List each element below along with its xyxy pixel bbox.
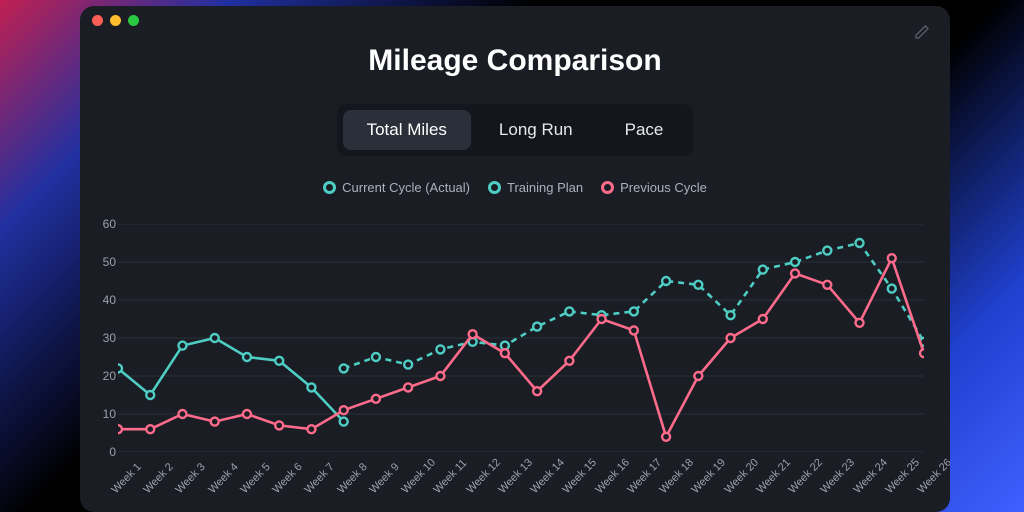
legend-item: Current Cycle (Actual) bbox=[323, 180, 470, 195]
ytick-label: 60 bbox=[103, 217, 116, 231]
ytick-label: 30 bbox=[103, 331, 116, 345]
xtick-label: Week 9 bbox=[367, 461, 401, 496]
xtick-label: Week 2 bbox=[142, 461, 176, 496]
ytick-label: 20 bbox=[103, 369, 116, 383]
legend-item: Previous Cycle bbox=[601, 180, 707, 195]
x-axis: Week 1Week 2Week 3Week 4Week 5Week 6Week… bbox=[118, 458, 924, 506]
chart-canvas bbox=[118, 224, 924, 452]
minimize-dot[interactable] bbox=[110, 15, 121, 26]
tab-long-run[interactable]: Long Run bbox=[475, 110, 597, 150]
xtick-label: Week 6 bbox=[271, 461, 305, 496]
xtick-label: Week 7 bbox=[303, 461, 337, 496]
xtick-label: Week 18 bbox=[657, 457, 696, 496]
close-dot[interactable] bbox=[92, 15, 103, 26]
xtick-label: Week 23 bbox=[819, 457, 858, 496]
xtick-label: Week 19 bbox=[690, 457, 729, 496]
app-window: Mileage Comparison Total MilesLong RunPa… bbox=[80, 6, 950, 512]
xtick-label: Week 5 bbox=[238, 461, 272, 496]
ytick-label: 50 bbox=[103, 255, 116, 269]
ytick-label: 40 bbox=[103, 293, 116, 307]
legend-swatch bbox=[601, 181, 614, 194]
xtick-label: Week 21 bbox=[754, 457, 793, 496]
legend-swatch bbox=[323, 181, 336, 194]
legend-label: Previous Cycle bbox=[620, 180, 707, 195]
page-title: Mileage Comparison bbox=[80, 44, 950, 78]
maximize-dot[interactable] bbox=[128, 15, 139, 26]
xtick-label: Week 4 bbox=[206, 461, 240, 496]
xtick-label: Week 13 bbox=[496, 457, 535, 496]
chart-legend: Current Cycle (Actual) Training Plan Previ… bbox=[80, 180, 950, 195]
xtick-label: Week 1 bbox=[109, 461, 143, 496]
tab-bar: Total MilesLong RunPace bbox=[80, 104, 950, 156]
window-titlebar bbox=[80, 6, 950, 34]
legend-label: Current Cycle (Actual) bbox=[342, 180, 470, 195]
tab-pace[interactable]: Pace bbox=[601, 110, 688, 150]
chart: 0102030405060 bbox=[118, 224, 924, 452]
y-axis: 0102030405060 bbox=[94, 224, 116, 452]
xtick-label: Week 24 bbox=[851, 457, 890, 496]
xtick-label: Week 12 bbox=[464, 457, 503, 496]
edit-icon[interactable] bbox=[914, 24, 930, 40]
ytick-label: 0 bbox=[109, 445, 116, 459]
xtick-label: Week 8 bbox=[335, 461, 369, 496]
xtick-label: Week 14 bbox=[528, 457, 567, 496]
xtick-label: Week 22 bbox=[786, 457, 825, 496]
legend-swatch bbox=[488, 181, 501, 194]
xtick-label: Week 25 bbox=[883, 457, 922, 496]
xtick-label: Week 26 bbox=[915, 457, 950, 496]
xtick-label: Week 17 bbox=[625, 457, 664, 496]
xtick-label: Week 11 bbox=[432, 457, 470, 496]
tab-total-miles[interactable]: Total Miles bbox=[343, 110, 471, 150]
xtick-label: Week 3 bbox=[174, 461, 208, 496]
xtick-label: Week 20 bbox=[722, 457, 761, 496]
legend-label: Training Plan bbox=[507, 180, 583, 195]
legend-item: Training Plan bbox=[488, 180, 583, 195]
xtick-label: Week 10 bbox=[400, 457, 439, 496]
ytick-label: 10 bbox=[103, 407, 116, 421]
xtick-label: Week 16 bbox=[593, 457, 632, 496]
xtick-label: Week 15 bbox=[561, 457, 600, 496]
